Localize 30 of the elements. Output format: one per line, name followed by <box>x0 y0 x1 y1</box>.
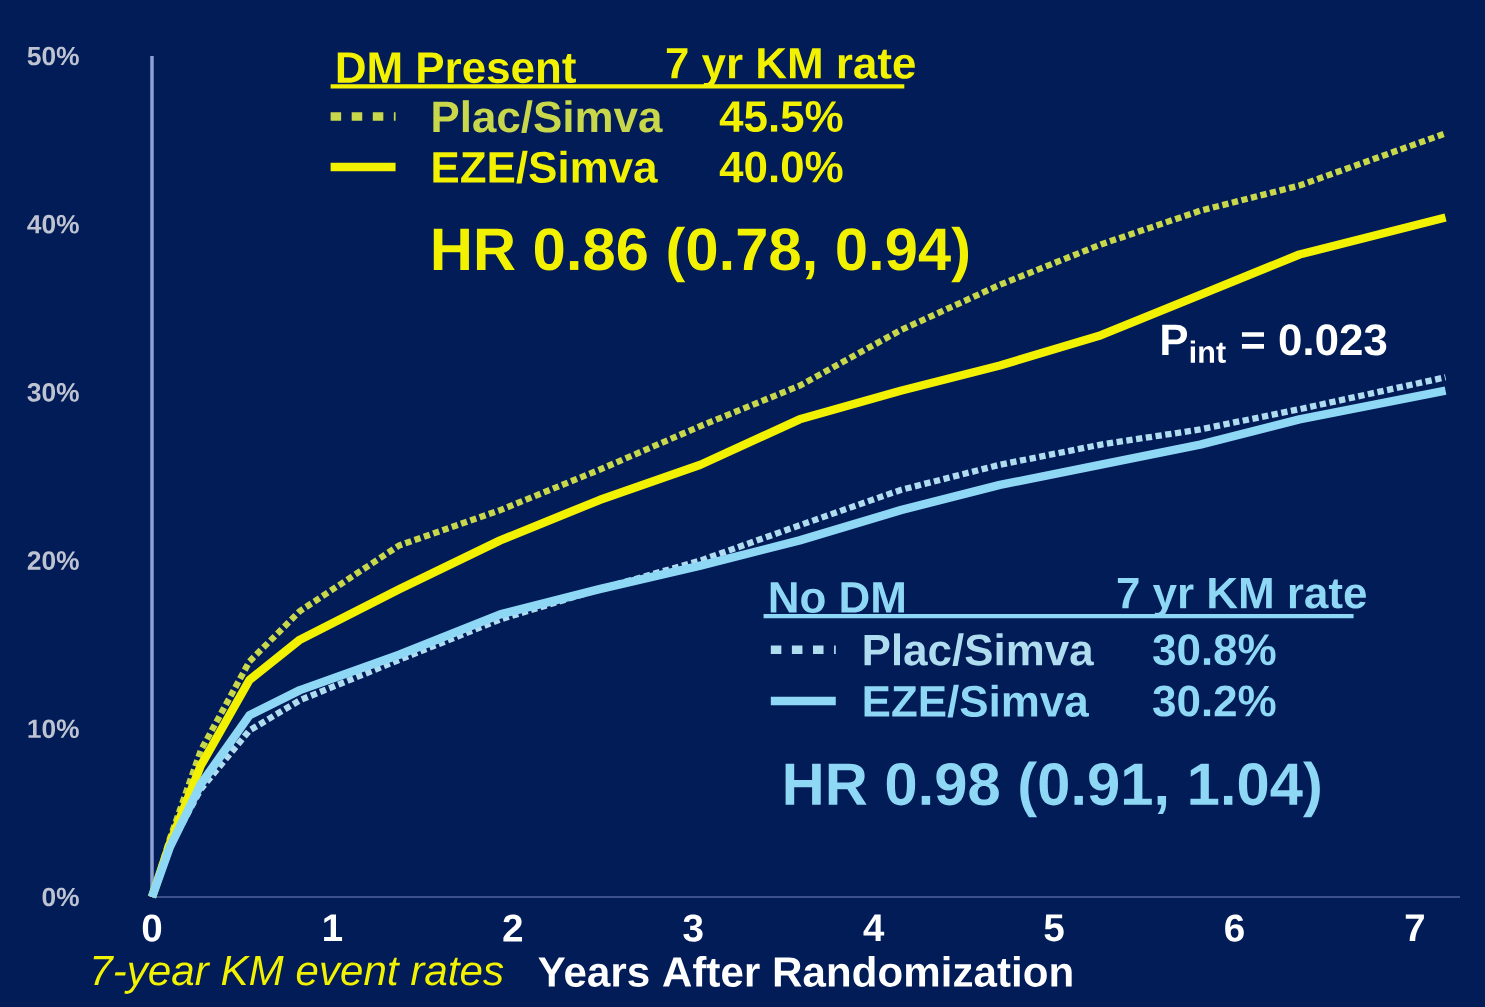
annotation: P$_{int}$ = 0.023 <box>1162 324 1387 363</box>
y-tick-label: 0% <box>42 887 79 907</box>
x-tick-label: 0 <box>142 914 162 942</box>
x-tick-label: 2 <box>503 914 523 942</box>
annotation: HR 0.86 (0.78, 0.94) <box>433 226 969 283</box>
annotation: 30.2% <box>1153 685 1276 717</box>
x-tick-label: 6 <box>1225 914 1244 942</box>
annotation: 40.0% <box>719 151 843 183</box>
y-tick-label: 30% <box>27 383 79 402</box>
annotation: No DM <box>770 582 904 613</box>
y-tick-label: 40% <box>27 214 79 234</box>
x-tick-label: 4 <box>863 914 885 941</box>
legend-label: EZE/Simva <box>433 150 658 184</box>
y-tick-label: 50% <box>27 46 79 66</box>
legend-label: Plac/Simva <box>433 100 663 133</box>
annotation: 45.5% <box>719 101 843 133</box>
legend-label: Plac/Simva <box>864 633 1094 667</box>
x-tick-label: 5 <box>1044 914 1064 942</box>
y-tick-label: 20% <box>27 551 79 570</box>
x-tick-label: 1 <box>324 914 343 941</box>
y-tick-label: 10% <box>28 719 79 739</box>
annotation: 30.8% <box>1153 634 1276 666</box>
x-tick-label: 7 <box>1405 914 1424 941</box>
legend-label: EZE/Simva <box>864 684 1089 718</box>
annotation: DM Present <box>337 52 576 84</box>
text: 7-year KM event rates <box>93 956 504 994</box>
x-tick-label: 3 <box>683 914 703 942</box>
annotation: 7 yr KM rate <box>666 48 915 88</box>
annotation: HR 0.98 (0.91, 1.04) <box>785 761 1320 818</box>
x-axis-title: Years After Randomization <box>538 955 1072 987</box>
